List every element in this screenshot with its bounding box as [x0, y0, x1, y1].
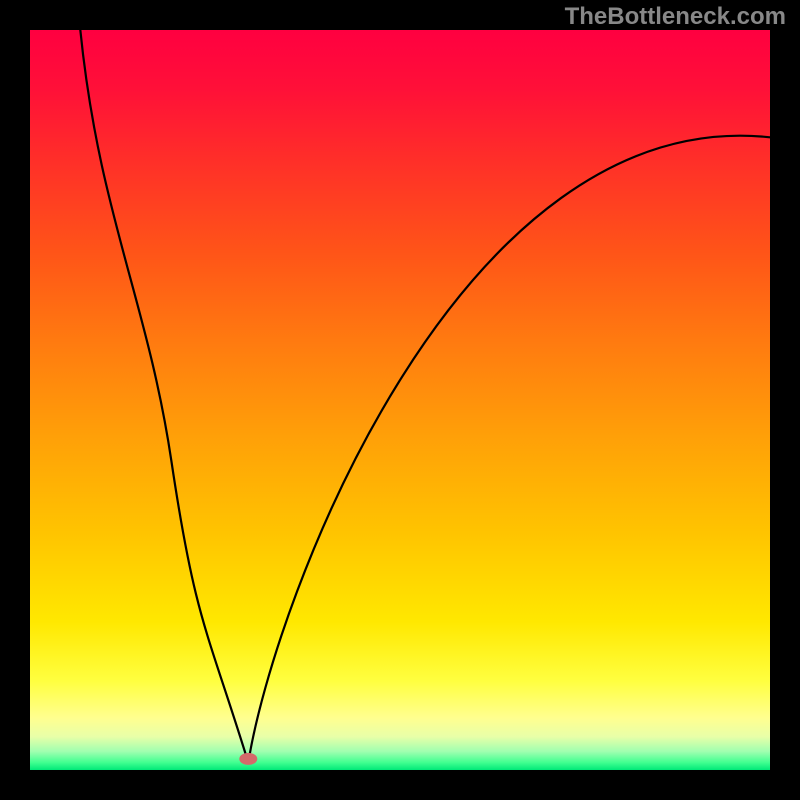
gradient-background — [30, 30, 770, 770]
watermark-text: TheBottleneck.com — [565, 3, 786, 31]
plot-area — [30, 30, 770, 770]
optimal-point-marker — [239, 753, 257, 765]
chart-svg — [30, 30, 770, 770]
